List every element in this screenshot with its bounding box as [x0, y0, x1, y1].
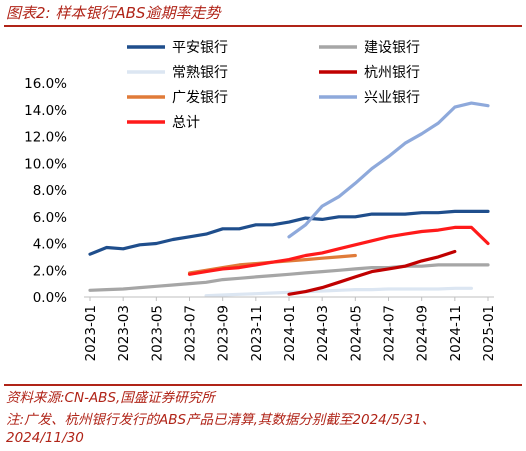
- legend-label-0: 平安银行: [172, 40, 228, 56]
- x-tick-label: 2024-03: [315, 305, 331, 361]
- figure-title: 图表2: 样本银行ABS逾期率走势: [6, 4, 221, 22]
- chart-lines: [88, 101, 490, 298]
- y-tick-label: 2.0%: [33, 263, 67, 279]
- y-tick-label: 4.0%: [33, 237, 67, 253]
- y-tick-label: 12.0%: [24, 130, 67, 146]
- x-tick-label: 2024-09: [415, 305, 431, 361]
- x-tick-label: 2025-01: [481, 305, 497, 361]
- x-tick-label: 2023-01: [83, 305, 99, 361]
- legend-label-2: 常熟银行: [172, 65, 228, 81]
- y-tick-label: 10.0%: [24, 156, 67, 172]
- y-tick-label: 0.0%: [33, 290, 67, 306]
- title-divider: [4, 25, 522, 27]
- y-tick-label: 8.0%: [33, 183, 67, 199]
- x-tick-label: 2024-01: [282, 305, 298, 361]
- x-tick-label: 2024-11: [448, 305, 464, 361]
- legend-label-1: 建设银行: [364, 40, 420, 56]
- legend-label-5: 兴业银行: [364, 90, 420, 106]
- footnote-line-2: 2024/11/30: [6, 430, 84, 446]
- x-tick-label: 2024-05: [348, 305, 364, 361]
- x-tick-label: 2023-11: [249, 305, 265, 361]
- series-line-1: [88, 263, 490, 292]
- x-tick-label: 2023-09: [216, 305, 232, 361]
- y-tick-label: 16.0%: [24, 76, 67, 92]
- x-axis: 2023-01 2023-03 2023-05 2023-07 2023-09 2023-…: [83, 296, 497, 361]
- footnote-line-1: 注:广发、杭州银行发行的ABS产品已清算,其数据分别截至2024/5/31、: [6, 412, 436, 428]
- source-note: 资料来源:CN-ABS,国盛证券研究所: [6, 390, 215, 406]
- legend-label-6: 总计: [172, 115, 200, 131]
- y-tick-label: 14.0%: [24, 103, 67, 119]
- series-line-6: [187, 225, 490, 276]
- legend-label-3: 杭州银行: [364, 65, 420, 81]
- x-tick-label: 2023-03: [116, 305, 132, 361]
- series-line-0: [88, 209, 490, 256]
- series-line-2: [204, 286, 473, 298]
- footer-divider: [4, 384, 522, 386]
- y-tick-label: 6.0%: [33, 210, 67, 226]
- x-tick-label: 2023-05: [149, 305, 165, 361]
- y-axis-ticks: 0.0% 2.0% 4.0% 6.0% 8.0% 10.0% 12.0% 14.0% 16.0%: [24, 76, 67, 306]
- series-line-5: [287, 101, 490, 239]
- x-tick-label: 2024-07: [382, 305, 398, 361]
- x-tick-label: 2023-07: [183, 305, 199, 361]
- legend-label-4: 广发银行: [172, 90, 228, 106]
- series-line-3: [287, 249, 457, 296]
